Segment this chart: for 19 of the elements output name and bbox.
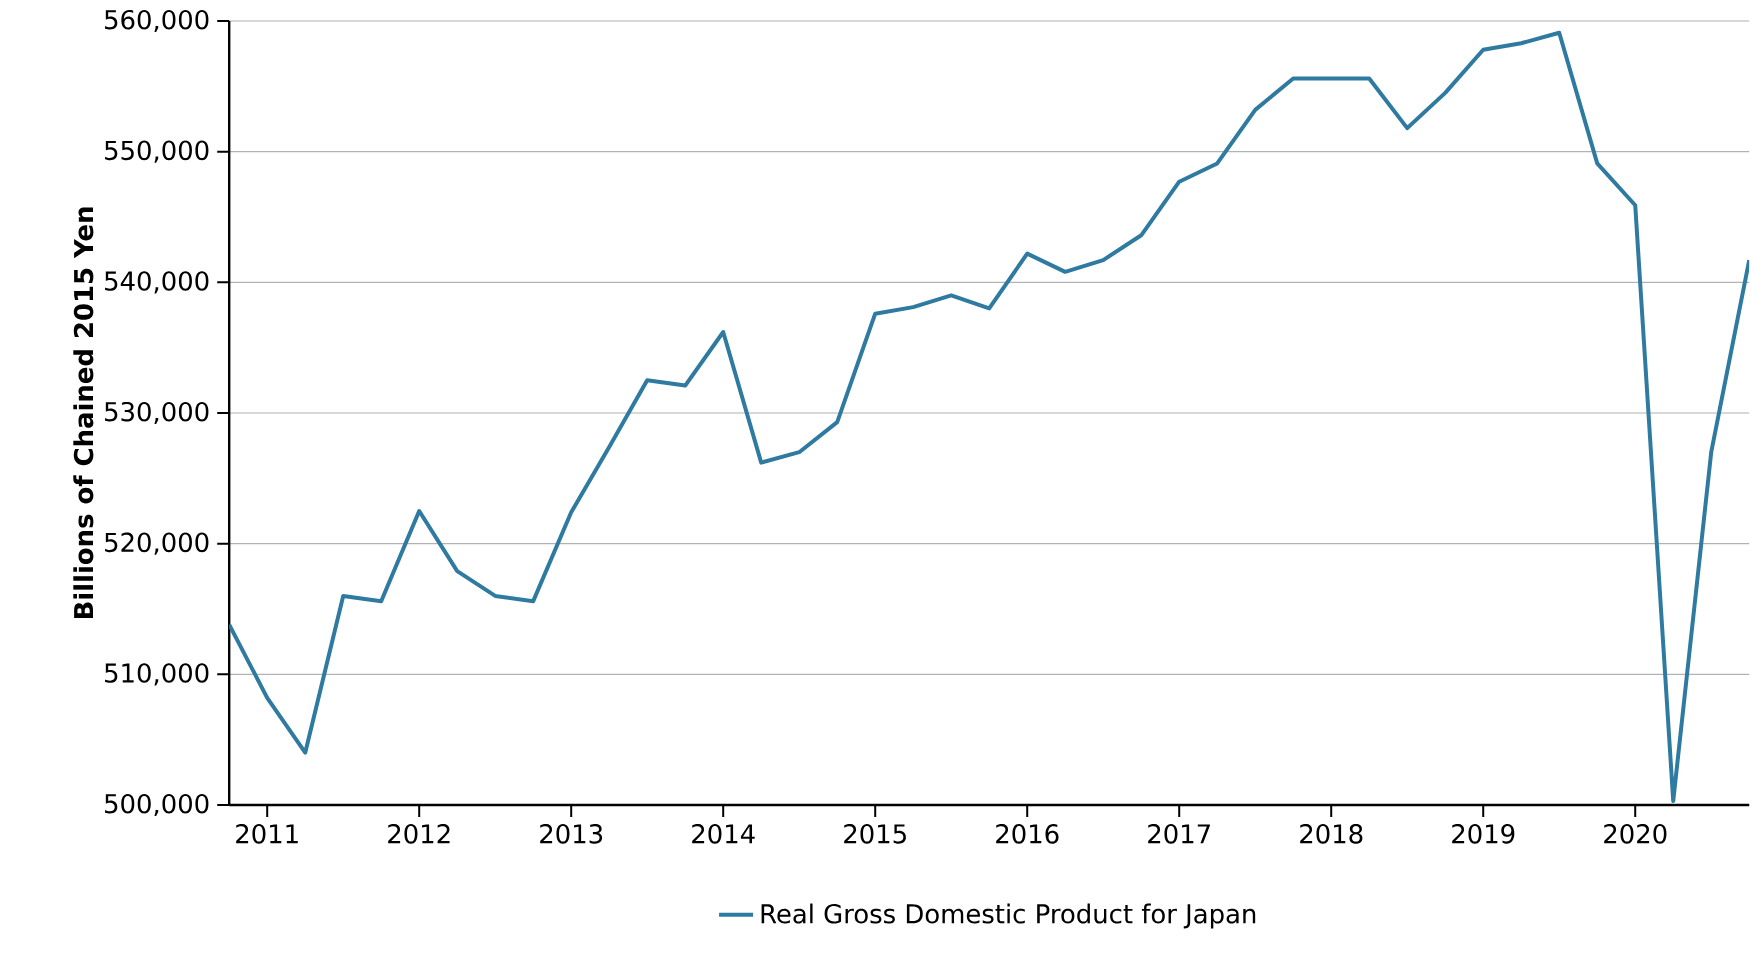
y-tick-label: 560,000 — [105, 9, 209, 33]
y-tick-label: 550,000 — [105, 140, 209, 163]
x-tick-label: 2014 — [692, 824, 755, 844]
y-axis-title: Billions of Chained 2015 Yen — [73, 207, 94, 619]
x-tick-label: 2019 — [1452, 824, 1515, 844]
x-tick-label: 2011 — [236, 824, 298, 844]
y-tick-label: 530,000 — [105, 401, 209, 425]
x-tick-label: 2015 — [844, 824, 906, 844]
y-tick-label: 500,000 — [105, 793, 209, 817]
legend-label: Real Gross Domestic Product for Japan — [761, 903, 1256, 929]
y-tick-label: 540,000 — [105, 271, 209, 294]
y-tick-label: 510,000 — [105, 663, 209, 686]
x-tick-label: 2017 — [1148, 824, 1210, 844]
x-tick-label: 2013 — [540, 824, 603, 844]
x-tick-label: 2012 — [388, 824, 450, 844]
x-tick-label: 2016 — [996, 824, 1059, 844]
y-tick-label: 520,000 — [105, 532, 209, 555]
x-tick-label: 2018 — [1300, 824, 1363, 844]
x-tick-label: 2020 — [1604, 824, 1667, 844]
